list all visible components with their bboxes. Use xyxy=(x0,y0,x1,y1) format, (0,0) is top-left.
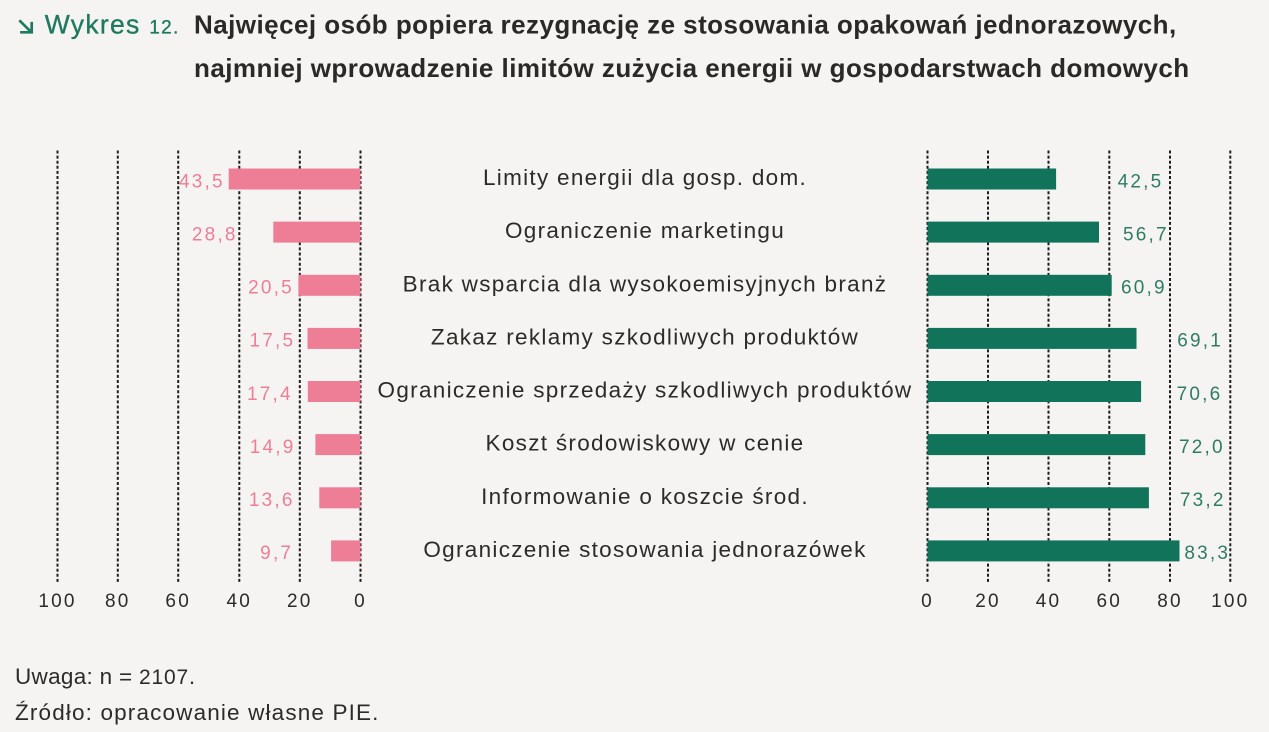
svg-text:28,8: 28,8 xyxy=(192,224,238,245)
svg-text:17,5: 17,5 xyxy=(250,331,296,352)
svg-text:20,5: 20,5 xyxy=(248,278,294,299)
svg-text:83,3: 83,3 xyxy=(1184,543,1230,564)
svg-text:40: 40 xyxy=(1036,591,1062,612)
svg-text:Limity energii dla gosp. dom.: Limity energii dla gosp. dom. xyxy=(483,165,807,190)
svg-text:17,4: 17,4 xyxy=(247,384,293,405)
svg-text:56,7: 56,7 xyxy=(1123,224,1169,245)
svg-text:60: 60 xyxy=(165,591,191,612)
svg-text:Najwięcej osób popiera rezygna: Najwięcej osób popiera rezygnację ze sto… xyxy=(194,9,1177,39)
svg-text:Zakaz reklamy szkodliwych prod: Zakaz reklamy szkodliwych produktów xyxy=(431,325,859,350)
svg-text:43,5: 43,5 xyxy=(179,171,225,192)
svg-text:70,6: 70,6 xyxy=(1177,384,1223,405)
svg-text:72,0: 72,0 xyxy=(1179,437,1225,458)
svg-text:Uwaga: n = 2107.: Uwaga: n = 2107. xyxy=(15,664,195,689)
svg-text:20: 20 xyxy=(287,591,313,612)
svg-text:Źródło: opracowanie własne PIE: Źródło: opracowanie własne PIE. xyxy=(15,700,380,725)
svg-text:0: 0 xyxy=(354,591,367,612)
svg-text:60,9: 60,9 xyxy=(1121,278,1167,299)
svg-text:80: 80 xyxy=(105,591,131,612)
svg-text:14,9: 14,9 xyxy=(250,437,296,458)
svg-text:9,7: 9,7 xyxy=(260,543,293,564)
svg-text:80: 80 xyxy=(1157,591,1183,612)
svg-text:Brak wsparcia dla wysokoemisyj: Brak wsparcia dla wysokoemisyjnych branż xyxy=(403,271,888,296)
svg-text:60: 60 xyxy=(1097,591,1123,612)
svg-text:Informowanie o koszcie środ.: Informowanie o koszcie środ. xyxy=(481,484,809,509)
svg-text:Ograniczenie sprzedaży szkodli: Ograniczenie sprzedaży szkodliwych produ… xyxy=(378,378,913,403)
svg-text:najmniej wprowadzenie limitów: najmniej wprowadzenie limitów zużycia en… xyxy=(194,53,1190,83)
svg-text:13,6: 13,6 xyxy=(249,490,295,511)
svg-text:100: 100 xyxy=(38,591,76,612)
svg-text:100: 100 xyxy=(1211,591,1249,612)
svg-text:40: 40 xyxy=(227,591,253,612)
svg-text:0: 0 xyxy=(921,591,934,612)
svg-text:42,5: 42,5 xyxy=(1118,171,1164,192)
svg-text:Ograniczenie marketingu: Ograniczenie marketingu xyxy=(505,218,785,243)
svg-text:20: 20 xyxy=(975,591,1001,612)
svg-text:73,2: 73,2 xyxy=(1180,490,1226,511)
svg-text:Koszt środowiskowy w cenie: Koszt środowiskowy w cenie xyxy=(486,431,805,456)
svg-text:Ograniczenie stosowania jednor: Ograniczenie stosowania jednorazówek xyxy=(423,537,866,562)
svg-text:69,1: 69,1 xyxy=(1177,331,1223,352)
